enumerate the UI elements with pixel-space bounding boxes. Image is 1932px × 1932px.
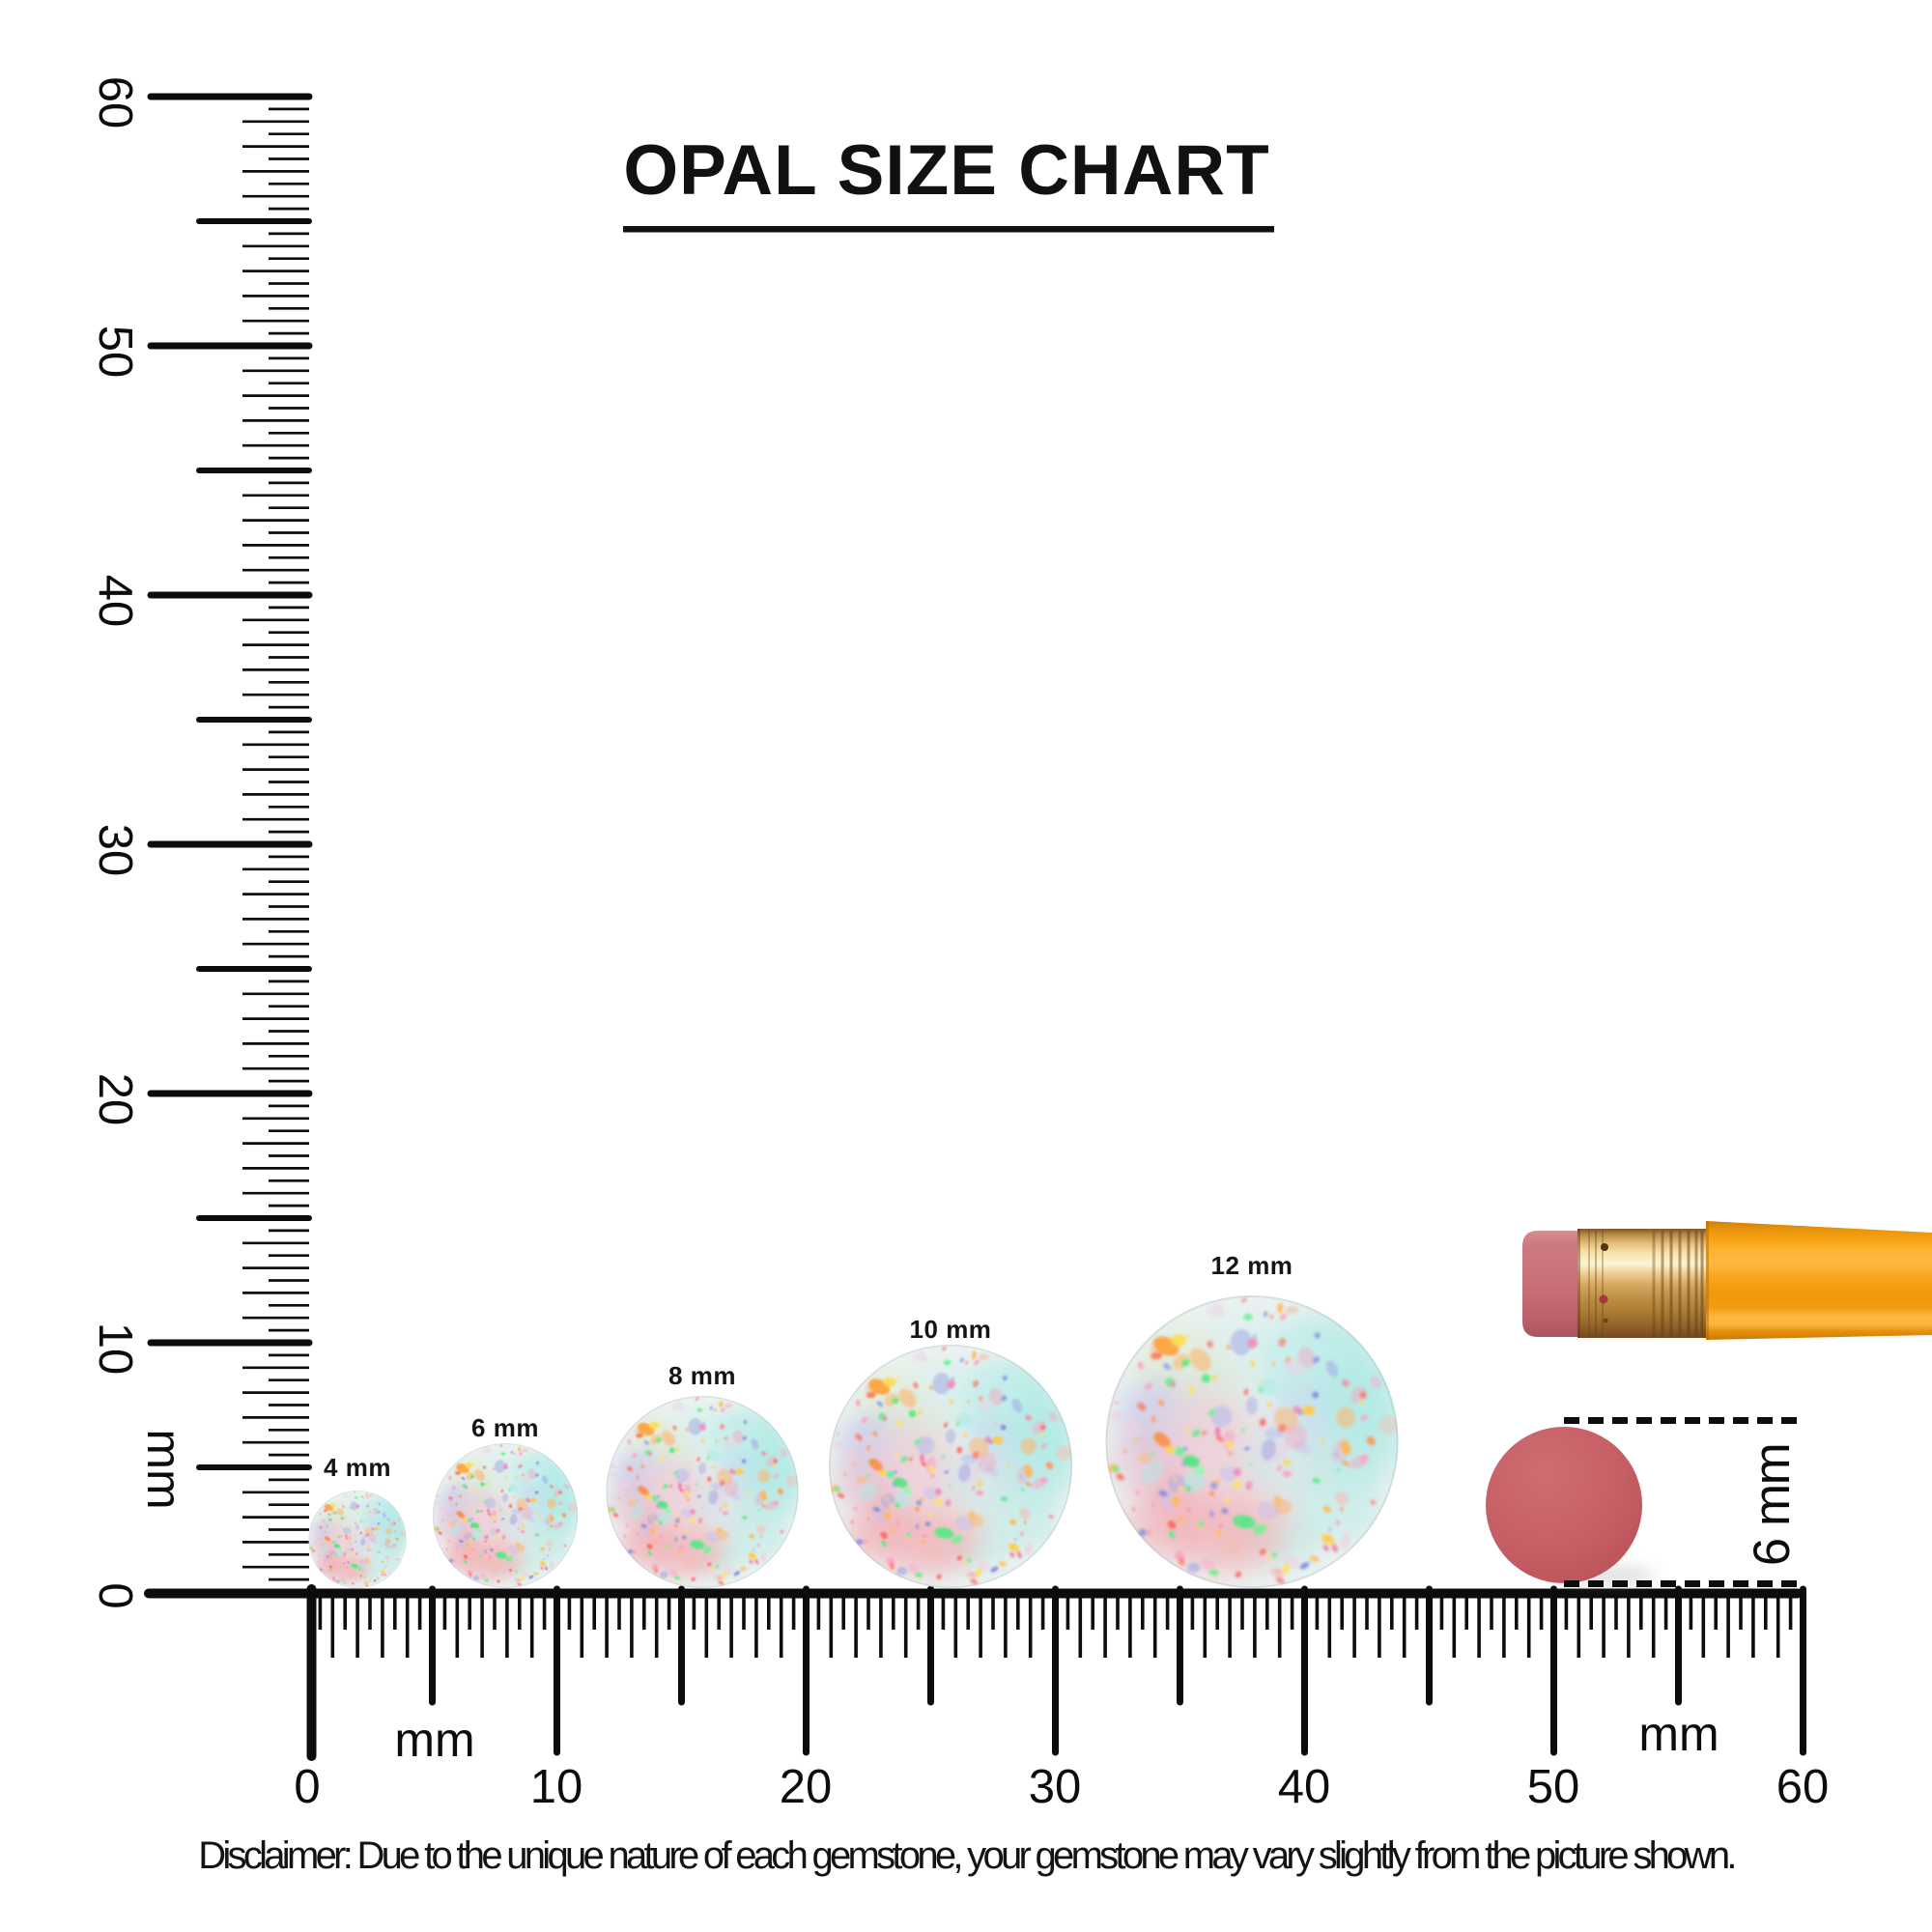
svg-text:20: 20: [89, 1073, 141, 1126]
svg-text:Disclaimer: Due to the unique: Disclaimer: Due to the unique nature of …: [198, 1834, 1734, 1877]
svg-text:4 mm: 4 mm: [324, 1453, 391, 1482]
svg-text:0: 0: [89, 1582, 141, 1608]
svg-text:6 mm: 6 mm: [471, 1413, 539, 1442]
svg-text:30: 30: [1029, 1761, 1082, 1813]
svg-text:50: 50: [1527, 1761, 1580, 1813]
svg-text:60: 60: [1776, 1761, 1830, 1813]
svg-text:10 mm: 10 mm: [910, 1315, 992, 1344]
svg-text:mm: mm: [1638, 1707, 1719, 1761]
svg-text:20: 20: [780, 1761, 833, 1813]
svg-text:mm: mm: [137, 1429, 191, 1509]
svg-text:30: 30: [89, 824, 141, 877]
svg-text:10: 10: [89, 1322, 141, 1376]
svg-text:60: 60: [89, 76, 141, 129]
svg-text:8 mm: 8 mm: [668, 1361, 736, 1390]
svg-text:40: 40: [89, 575, 141, 628]
svg-text:10: 10: [530, 1761, 583, 1813]
svg-text:mm: mm: [394, 1713, 474, 1767]
svg-text:40: 40: [1278, 1761, 1331, 1813]
svg-text:0: 0: [294, 1761, 320, 1813]
svg-text:6 mm: 6 mm: [1744, 1444, 1801, 1567]
svg-text:OPAL SIZE CHART: OPAL SIZE CHART: [623, 131, 1269, 210]
svg-text:50: 50: [89, 326, 141, 379]
svg-text:12 mm: 12 mm: [1211, 1251, 1293, 1280]
